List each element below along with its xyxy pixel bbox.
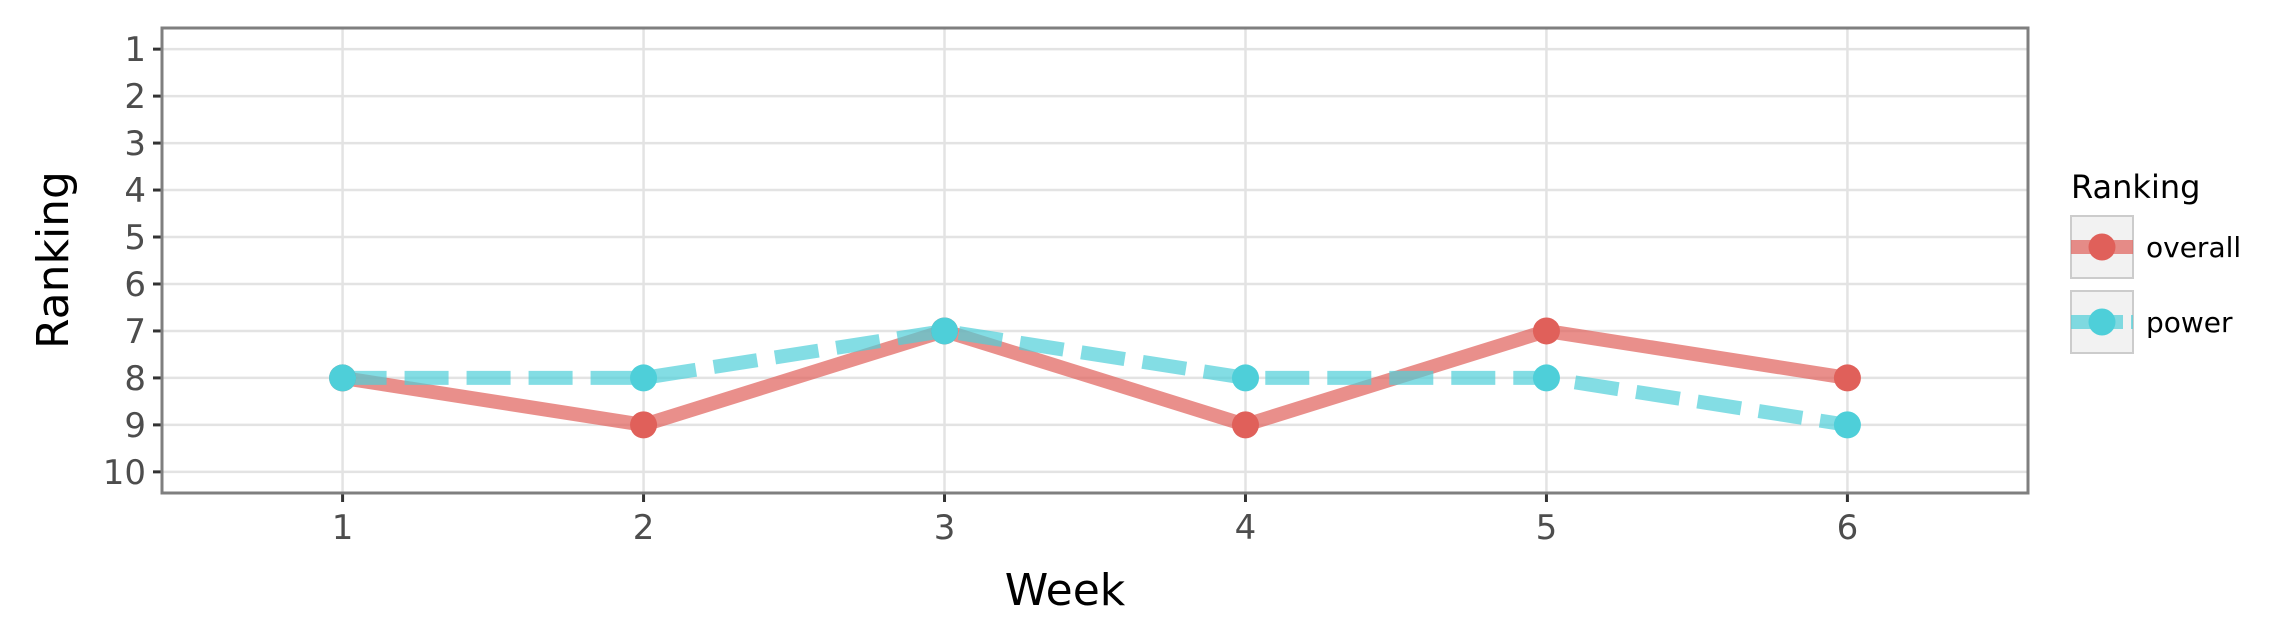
x-tick-label: 3	[934, 508, 956, 548]
y-tick-label: 6	[124, 265, 146, 305]
data-point-overall	[1532, 317, 1560, 345]
series-line-overall	[341, 323, 1849, 432]
legend: Ranking overall power	[2070, 168, 2241, 354]
data-point-overall	[1833, 364, 1861, 392]
y-axis-ticks: 1 2 3 4 5 6 7 8 9 10	[103, 30, 162, 493]
data-point-overall	[630, 411, 658, 439]
series-points	[329, 317, 1861, 439]
x-tick-label: 2	[633, 508, 655, 548]
series-line-power	[342, 323, 1849, 432]
legend-label: power	[2146, 306, 2233, 339]
y-tick-label: 8	[124, 359, 146, 399]
data-point-power	[1231, 364, 1259, 392]
x-tick-label: 5	[1536, 508, 1558, 548]
data-point-power	[931, 317, 959, 345]
y-tick-label: 9	[124, 406, 146, 446]
data-point-power	[1532, 364, 1560, 392]
data-point-power	[1833, 411, 1861, 439]
x-axis-ticks: 1 2 3 4 5 6	[332, 493, 1858, 548]
legend-items: overall power	[2070, 215, 2241, 354]
y-tick-label: 2	[124, 77, 146, 117]
data-point-power	[630, 364, 658, 392]
legend-item-power: power	[2070, 290, 2233, 354]
legend-item-overall: overall	[2070, 215, 2241, 279]
series-lines	[341, 323, 1849, 432]
x-tick-label: 1	[332, 508, 354, 548]
legend-key-point	[2088, 233, 2116, 261]
data-point-power	[329, 364, 357, 392]
legend-title: Ranking	[2071, 168, 2200, 206]
x-axis-title: Week	[1005, 565, 1126, 616]
y-tick-label: 10	[103, 453, 146, 493]
y-tick-label: 7	[124, 312, 146, 352]
y-tick-label: 3	[124, 124, 146, 164]
y-axis-title: Ranking	[28, 171, 79, 349]
data-point-overall	[1231, 411, 1259, 439]
y-tick-label: 1	[124, 30, 146, 70]
panel-border	[160, 26, 2030, 495]
y-tick-label: 5	[124, 218, 146, 258]
y-tick-label: 4	[124, 171, 146, 211]
legend-key-point	[2088, 308, 2116, 336]
x-tick-label: 6	[1837, 508, 1859, 548]
x-tick-label: 4	[1235, 508, 1257, 548]
panel-background	[162, 28, 2028, 493]
legend-label: overall	[2146, 231, 2241, 264]
